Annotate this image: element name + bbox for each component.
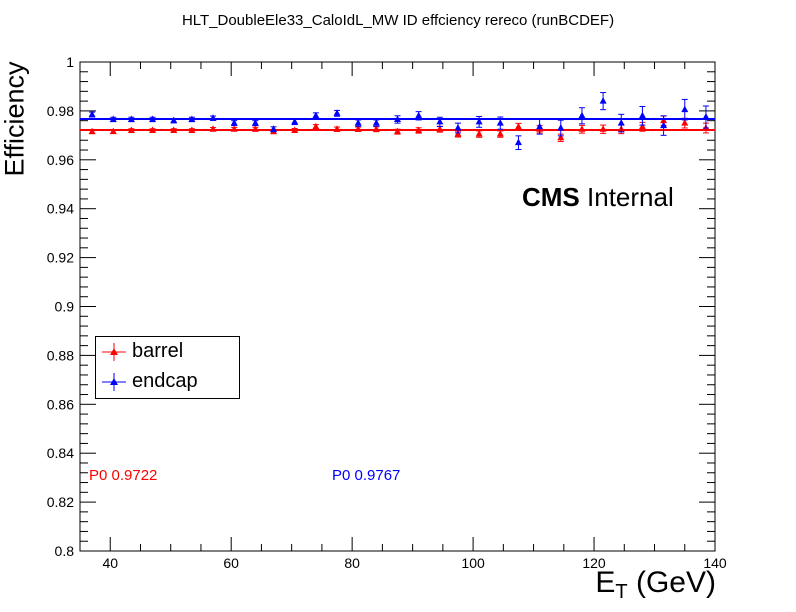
endcap-point <box>354 119 362 126</box>
barrel-point <box>496 130 504 137</box>
cms-label: CMS <box>522 182 580 212</box>
x-tick-label: 120 <box>582 555 606 571</box>
endcap-point <box>454 124 462 131</box>
barrel-point <box>681 119 689 126</box>
y-tick-label: 1 <box>66 54 74 70</box>
endcap-point <box>209 114 217 121</box>
endcap-point <box>312 111 320 119</box>
endcap-point <box>127 115 135 122</box>
legend-entry-endcap: endcap <box>96 367 239 397</box>
y-tick-label: 0.9 <box>55 299 75 315</box>
endcap-point <box>599 97 607 104</box>
barrel-fit-label: P0 0.9722 <box>89 467 158 484</box>
x-tick-label: 40 <box>102 555 118 571</box>
endcap-point <box>638 111 646 119</box>
barrel-point <box>312 122 320 130</box>
barrel-point <box>170 126 178 133</box>
endcap-point <box>617 119 625 126</box>
y-tick-label: 0.92 <box>47 250 74 266</box>
endcap-marker-icon <box>102 373 126 391</box>
legend-label-endcap: endcap <box>132 370 198 392</box>
endcap-point <box>475 117 483 125</box>
legend: barrel endcap <box>95 336 240 399</box>
y-tick-label: 0.84 <box>47 445 74 461</box>
x-tick-label: 80 <box>344 555 360 571</box>
barrel-point <box>88 127 96 135</box>
endcap-point <box>170 116 178 124</box>
barrel-point <box>333 125 341 132</box>
endcap-point <box>436 117 444 125</box>
y-tick-label: 0.8 <box>55 543 75 559</box>
endcap-point <box>394 115 401 122</box>
barrel-point <box>475 130 483 137</box>
barrel-point <box>638 122 646 130</box>
x-tick-label: 100 <box>461 555 485 571</box>
y-tick-label: 0.94 <box>47 201 74 217</box>
barrel-point <box>127 126 135 133</box>
endcap-point <box>578 111 586 119</box>
barrel-point <box>354 125 362 132</box>
endcap-point <box>230 119 238 126</box>
endcap-point <box>681 105 689 113</box>
endcap-point <box>496 119 504 126</box>
barrel-point <box>578 125 586 132</box>
endcap-point <box>702 113 710 120</box>
legend-label-barrel: barrel <box>132 340 184 362</box>
endcap-point <box>514 138 522 146</box>
barrel-point <box>394 127 401 135</box>
endcap-point <box>333 109 341 116</box>
barrel-point <box>436 125 444 132</box>
endcap-point <box>372 119 380 126</box>
y-tick-label: 0.86 <box>47 396 74 412</box>
endcap-point <box>251 119 259 126</box>
endcap-point <box>415 111 423 119</box>
barrel-marker-icon <box>102 343 126 361</box>
barrel-point <box>291 126 299 133</box>
internal-label: Internal <box>587 182 674 212</box>
endcap-point <box>188 115 196 122</box>
x-tick-label: 60 <box>223 555 239 571</box>
barrel-point <box>230 125 238 132</box>
y-tick-label: 0.96 <box>47 152 74 168</box>
barrel-point <box>372 125 380 132</box>
endcap-fit-label: P0 0.9767 <box>332 467 401 484</box>
endcap-point <box>109 115 117 122</box>
y-axis-label: Efficiency <box>0 61 30 177</box>
barrel-point <box>109 127 117 135</box>
barrel-point <box>514 122 522 130</box>
endcap-point <box>557 124 565 131</box>
x-tick-label: 140 <box>703 555 727 571</box>
barrel-point <box>209 125 217 132</box>
barrel-point <box>557 133 565 141</box>
y-tick-label: 0.88 <box>47 347 74 363</box>
endcap-point <box>88 110 96 118</box>
barrel-point <box>415 126 423 133</box>
endcap-point <box>149 115 157 122</box>
y-tick-label: 0.82 <box>47 494 74 510</box>
y-tick-label: 0.98 <box>47 103 74 119</box>
x-axis-label: ET (GeV) <box>595 566 716 603</box>
legend-entry-barrel: barrel <box>96 337 239 367</box>
barrel-point <box>188 126 196 133</box>
cms-internal-label: CMS Internal <box>522 182 674 213</box>
barrel-point <box>149 126 157 133</box>
endcap-point <box>536 122 544 130</box>
barrel-point <box>251 125 259 132</box>
endcap-point <box>660 121 668 129</box>
endcap-point <box>270 125 278 132</box>
endcap-point <box>291 117 299 125</box>
barrel-point <box>599 125 607 132</box>
chart-title: HLT_DoubleEle33_CaloIdL_MW ID effciency … <box>181 12 615 29</box>
